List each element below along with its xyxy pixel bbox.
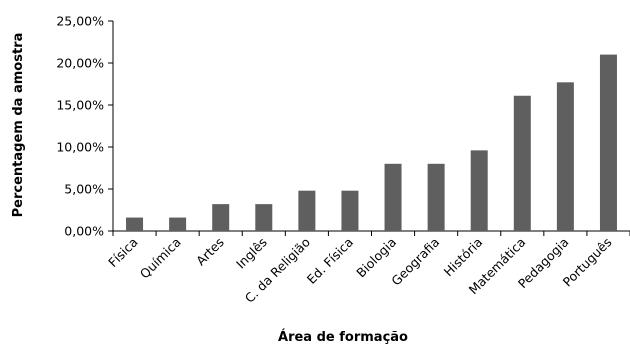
bar [255, 204, 273, 231]
bar [341, 190, 359, 231]
x-tick-label: Inglês [233, 235, 270, 272]
bar [556, 82, 574, 231]
x-tick-label: Química [137, 235, 184, 282]
bar [470, 150, 488, 231]
bar [599, 54, 617, 231]
y-tick-label: 5,00% [64, 182, 104, 197]
y-tick-label: 15,00% [56, 98, 104, 113]
bar [169, 217, 187, 231]
plot-area: 0,00% 5,00% 10,00% 15,00% 20,00% 25,00% Física… [56, 14, 630, 306]
bar [298, 190, 316, 231]
y-tick-label: 20,00% [56, 56, 104, 71]
bar [513, 95, 531, 231]
y-axis-title: Percentagem da amostra [11, 33, 26, 218]
y-tick-label: 10,00% [56, 140, 104, 155]
x-tick-label: Física [105, 235, 140, 270]
x-tick-label: Ed. Física [304, 235, 356, 287]
bar [384, 163, 402, 231]
x-tick-label: Artes [193, 235, 227, 269]
y-tick-label: 0,00% [64, 224, 104, 239]
bar [427, 163, 445, 231]
bar [126, 217, 144, 231]
x-axis-title: Área de formação [278, 329, 408, 345]
y-tick-label: 25,00% [56, 14, 104, 29]
bar [212, 204, 230, 231]
